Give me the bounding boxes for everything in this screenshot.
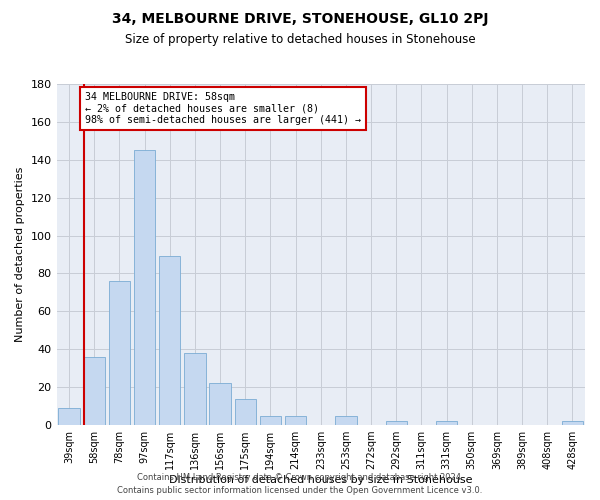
Bar: [235, 398, 256, 425]
Text: 34 MELBOURNE DRIVE: 58sqm
← 2% of detached houses are smaller (8)
98% of semi-de: 34 MELBOURNE DRIVE: 58sqm ← 2% of detach…: [85, 92, 361, 125]
Bar: [184, 353, 206, 425]
X-axis label: Distribution of detached houses by size in Stonehouse: Distribution of detached houses by size …: [169, 475, 473, 485]
Bar: [386, 422, 407, 425]
Bar: [436, 422, 457, 425]
Bar: [159, 256, 181, 425]
Bar: [285, 416, 307, 425]
Bar: [83, 357, 105, 425]
Bar: [58, 408, 80, 425]
Text: Size of property relative to detached houses in Stonehouse: Size of property relative to detached ho…: [125, 32, 475, 46]
Bar: [109, 281, 130, 425]
Bar: [134, 150, 155, 425]
Bar: [209, 384, 231, 425]
Bar: [562, 422, 583, 425]
Y-axis label: Number of detached properties: Number of detached properties: [15, 167, 25, 342]
Bar: [335, 416, 356, 425]
Bar: [260, 416, 281, 425]
Text: Contains HM Land Registry data © Crown copyright and database right 2024.
Contai: Contains HM Land Registry data © Crown c…: [118, 474, 482, 495]
Text: 34, MELBOURNE DRIVE, STONEHOUSE, GL10 2PJ: 34, MELBOURNE DRIVE, STONEHOUSE, GL10 2P…: [112, 12, 488, 26]
